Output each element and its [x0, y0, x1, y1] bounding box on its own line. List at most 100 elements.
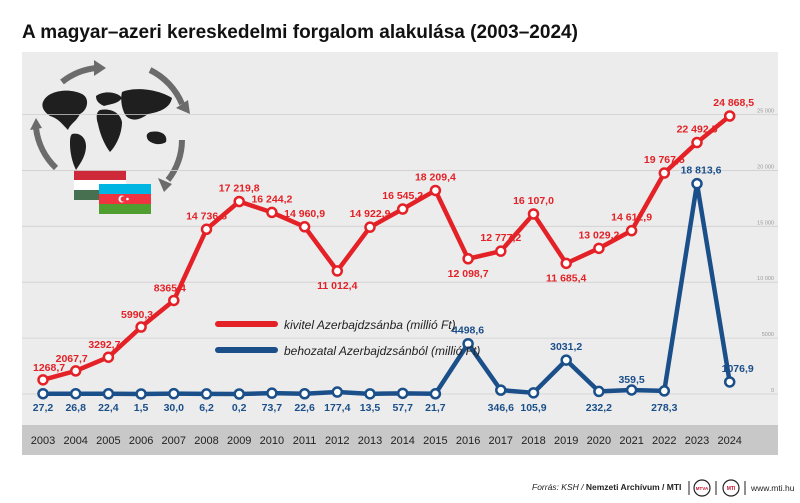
- x-tick-label: 2008: [194, 435, 218, 447]
- footer: Forrás: KSH / Nemzeti Archívum / MTI MTV…: [532, 479, 795, 497]
- data-point: [37, 387, 49, 400]
- y-tick-label: 10 000: [757, 276, 774, 282]
- x-tick-label: 2011: [293, 435, 317, 447]
- x-tick-label: 2005: [96, 435, 120, 447]
- data-label: 105,9: [520, 402, 546, 414]
- data-label: 73,7: [262, 402, 283, 414]
- data-label: 24 868,5: [713, 97, 754, 109]
- data-point: [233, 195, 245, 208]
- chart-title: A magyar–azeri kereskedelmi forgalom ala…: [22, 22, 578, 43]
- x-tick-label: 2007: [162, 435, 186, 447]
- x-tick-label: 2014: [390, 435, 414, 447]
- data-label: 14 612,9: [611, 212, 652, 224]
- x-tick-label: 2018: [521, 435, 545, 447]
- data-label: 8365,4: [154, 282, 186, 294]
- data-point: [723, 376, 736, 388]
- x-tick-label: 2022: [652, 435, 676, 447]
- y-tick-label: 25 000: [757, 109, 774, 115]
- data-point: [200, 388, 213, 400]
- mti-logo-icon: [722, 479, 740, 497]
- data-label: 30,0: [164, 402, 185, 414]
- data-label: 22 492,5: [677, 124, 718, 136]
- data-label: 14 960,9: [284, 208, 325, 220]
- data-point: [462, 337, 474, 350]
- data-label: 3031,2: [550, 341, 582, 353]
- data-label: 22,4: [98, 402, 119, 414]
- x-tick-label: 2024: [717, 435, 741, 447]
- data-label: 177,4: [324, 402, 350, 414]
- data-point: [462, 253, 474, 265]
- data-point: [658, 167, 671, 179]
- data-point: [298, 387, 311, 400]
- azerbaijan-flag-icon: [99, 184, 151, 214]
- data-point: [527, 387, 540, 399]
- data-point: [593, 385, 605, 398]
- y-tick-layer: 0 5000 10 000 15 000 20 000 25 000: [757, 109, 774, 394]
- data-point: [266, 206, 278, 219]
- data-label: 27,2: [33, 402, 54, 414]
- data-label: 19 767,5: [644, 154, 685, 166]
- x-tick-label: 2006: [129, 435, 153, 447]
- x-axis-band: [22, 425, 778, 455]
- grid-layer: [22, 114, 778, 395]
- data-label: 3292,7: [88, 339, 120, 351]
- x-tick-label: 2023: [685, 435, 709, 447]
- data-point: [658, 385, 671, 397]
- data-point: [266, 387, 278, 399]
- legend-label-export: kivitel Azerbajdzsánba (millió Ft): [284, 318, 456, 332]
- x-tick-label: 2020: [587, 435, 611, 447]
- data-point: [560, 257, 572, 270]
- data-point: [495, 384, 507, 396]
- data-label: 5990,3: [121, 309, 153, 321]
- data-point: [429, 184, 442, 197]
- x-tick-label: 2016: [456, 435, 480, 447]
- source-prefix: Forrás: KSH /: [532, 482, 586, 492]
- x-tick-label: 2009: [227, 435, 251, 447]
- data-point: [723, 110, 736, 122]
- data-label: 4498,6: [452, 325, 484, 337]
- data-label: 21,7: [425, 402, 446, 414]
- data-label: 12 098,7: [448, 268, 489, 280]
- data-point: [331, 386, 344, 398]
- data-point: [396, 203, 409, 215]
- x-tick-label: 2021: [619, 435, 643, 447]
- data-point: [168, 387, 180, 400]
- y-tick-label: 5000: [762, 332, 774, 338]
- x-tick-label: 2015: [423, 435, 447, 447]
- rotation-arrowheads-icon: [30, 60, 190, 192]
- mti-logo-text: MTI: [727, 486, 736, 492]
- mtva-logo-icon: [693, 479, 711, 497]
- data-point: [625, 384, 638, 396]
- data-label: 2067,7: [56, 353, 88, 365]
- data-point: [135, 321, 147, 333]
- y-tick-label: 20 000: [757, 164, 774, 170]
- data-point: [200, 223, 213, 236]
- data-point: [102, 387, 115, 400]
- data-point: [429, 388, 442, 400]
- data-label: 18 209,4: [415, 171, 456, 183]
- data-label: 57,7: [392, 402, 413, 414]
- series-layer: [37, 110, 736, 400]
- source-bold: Nemzeti Archívum / MTI: [586, 482, 682, 492]
- data-point: [69, 387, 82, 400]
- data-point: [102, 351, 115, 363]
- data-label: 346,6: [488, 402, 514, 414]
- y-tick-label: 0: [771, 388, 774, 394]
- series-line-0: [40, 113, 732, 383]
- data-point: [625, 224, 638, 237]
- data-label: 1,5: [134, 402, 149, 414]
- x-tick-label: 2010: [260, 435, 284, 447]
- source-text: Forrás: KSH / Nemzeti Archívum / MTI: [532, 482, 681, 492]
- world-map-icon: [42, 89, 172, 170]
- x-tick-layer: 2003 2004 2005 2006 2007 2008 2009 2010 2011 2012…: [31, 435, 742, 447]
- data-label: 359,5: [618, 374, 644, 386]
- data-label: 16 545,2: [382, 190, 423, 202]
- data-point: [298, 221, 311, 233]
- data-point: [560, 354, 572, 366]
- data-point: [691, 177, 703, 190]
- data-label: 16 107,0: [513, 195, 554, 207]
- x-tick-label: 2012: [325, 435, 349, 447]
